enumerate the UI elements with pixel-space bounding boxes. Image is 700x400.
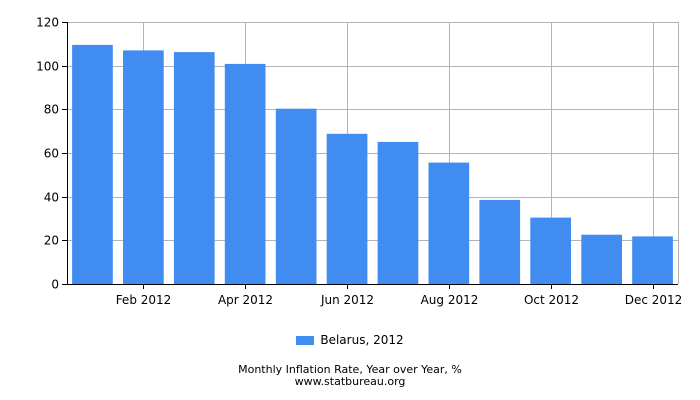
chart-footer: Monthly Inflation Rate, Year over Year, … [0,364,700,388]
x-tick-label: Apr 2012 [218,293,273,307]
bar [428,162,470,284]
y-tick-label: 20 [44,234,59,248]
bar [224,63,266,285]
bar [581,234,622,284]
legend: Belarus, 2012 [0,331,700,349]
axes [62,22,678,289]
x-tick-label: Oct 2012 [524,293,579,307]
y-tick-label: 0 [51,278,59,292]
y-tick-label: 120 [36,16,59,30]
bar [123,50,164,285]
y-tick-label: 40 [44,191,59,205]
x-tick-label: Dec 2012 [625,293,683,307]
bar [632,236,673,284]
legend-swatch [296,335,315,345]
legend-label: Belarus, 2012 [320,333,404,347]
x-tick-label: Aug 2012 [421,293,479,307]
source-url: www.statbureau.org [294,375,406,388]
y-tick-label: 60 [44,147,59,161]
y-tick-label: 100 [36,60,59,74]
bars [72,44,673,285]
bar-chart: 0 20 40 60 80 100 120 Feb 2012 Apr 2012 Jun 2012… [36,16,683,308]
x-tick-labels: Feb 2012 Apr 2012 Jun 2012 Aug 2012 Oct 2012… [116,293,683,307]
grid-lines [67,22,679,284]
chart-caption: Monthly Inflation Rate, Year over Year, … [238,363,462,376]
bar [173,52,215,284]
y-tick-label: 80 [44,103,59,117]
y-tick-labels: 0 20 40 60 80 100 120 [36,16,59,292]
bar [479,199,521,284]
bar [530,217,571,284]
x-tick-label: Jun 2012 [320,293,374,307]
x-tick-label: Feb 2012 [116,293,172,307]
bar [275,108,317,284]
bar [326,133,368,284]
bar [72,44,113,285]
bar [377,141,419,284]
